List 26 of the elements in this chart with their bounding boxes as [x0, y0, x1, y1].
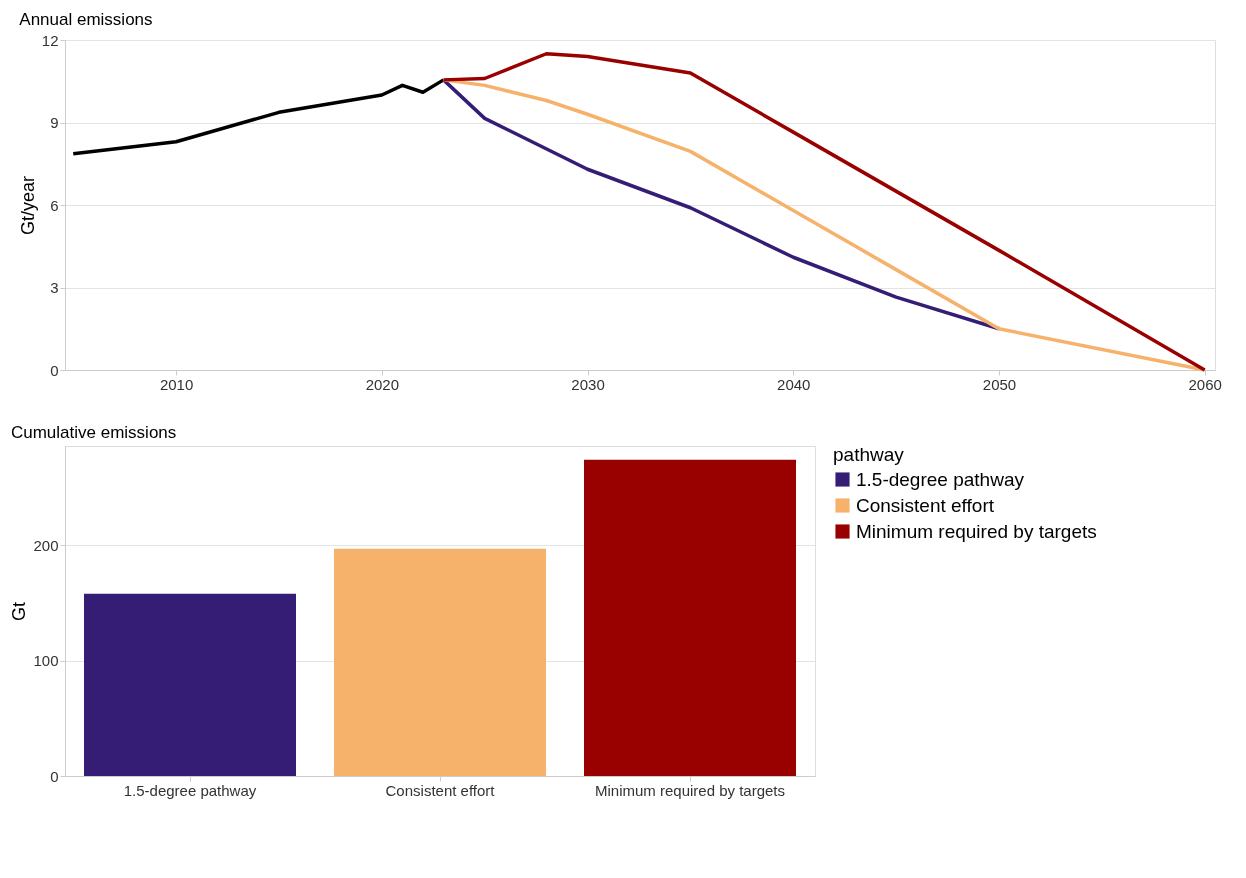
line-series	[71, 78, 446, 156]
legend-label: Minimum required by targets	[856, 520, 1097, 542]
y-tick-label: 100	[33, 652, 59, 670]
x-tick-label: 2050	[982, 375, 1017, 393]
x-tick-label: 2010	[159, 375, 194, 393]
x-tick-label: Consistent effort	[385, 781, 496, 799]
y-axis-title: Gt	[9, 601, 30, 622]
x-tick-label: Minimum required by targets	[594, 781, 786, 799]
x-tick-label: 2040	[777, 375, 811, 393]
x-tick-label: 1.5-degree pathway	[123, 781, 257, 799]
legend-title: pathway	[833, 444, 905, 465]
y-tick-label: 3	[50, 279, 59, 296]
x-tick-label: 2020	[365, 375, 399, 393]
chart-title: Annual emissions	[19, 10, 153, 29]
legend-label: 1.5-degree pathway	[856, 468, 1025, 490]
x-tick-label: 2030	[571, 375, 605, 393]
chart-title: Cumulative emissions	[10, 423, 177, 442]
y-tick-label: 9	[50, 114, 59, 131]
y-tick-label: 12	[41, 31, 59, 49]
y-tick-label: 200	[33, 536, 59, 554]
y-tick-label: 6	[50, 196, 59, 214]
y-tick-label: 0	[50, 767, 59, 785]
y-tick-label: 0	[50, 361, 59, 379]
y-axis-title: Gt/year	[17, 175, 38, 236]
x-tick-label: 2060	[1188, 375, 1222, 393]
legend-label: Consistent effort	[856, 494, 995, 516]
